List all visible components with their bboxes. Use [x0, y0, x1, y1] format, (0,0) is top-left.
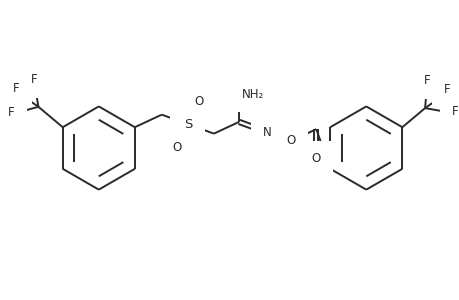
Text: F: F: [8, 106, 15, 119]
Text: NH₂: NH₂: [241, 88, 263, 101]
Text: F: F: [30, 73, 37, 86]
Text: O: O: [286, 134, 295, 147]
Text: O: O: [194, 94, 203, 107]
Text: S: S: [183, 118, 191, 130]
Text: F: F: [423, 74, 429, 87]
Text: F: F: [13, 82, 20, 95]
Text: O: O: [172, 141, 181, 154]
Text: F: F: [451, 105, 457, 119]
Text: O: O: [311, 152, 320, 165]
Text: N: N: [262, 126, 271, 139]
Text: F: F: [442, 83, 449, 96]
